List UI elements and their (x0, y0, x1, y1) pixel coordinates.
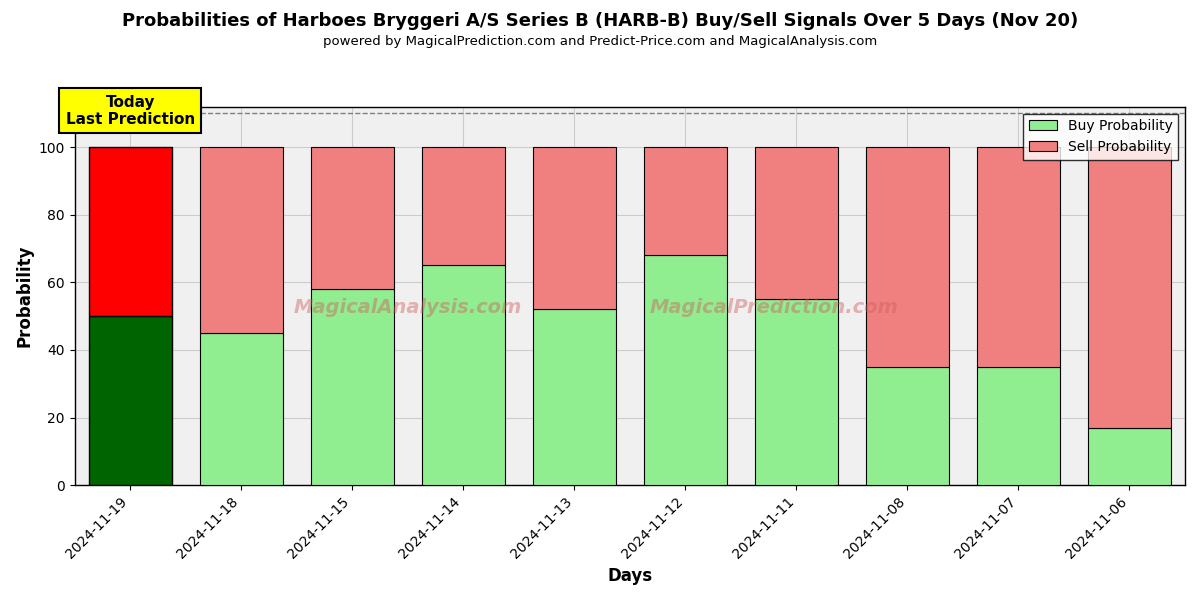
Bar (865, 147, 949, 367)
Legend: Buy Probability, Sell Probability: Buy Probability, Sell Probability (1024, 113, 1178, 160)
Bar (977, 147, 1060, 367)
Bar (755, 299, 838, 485)
X-axis label: Days: Days (607, 567, 653, 585)
Bar (643, 147, 727, 256)
Bar (421, 147, 505, 265)
Bar (1088, 428, 1171, 485)
Text: powered by MagicalPrediction.com and Predict-Price.com and MagicalAnalysis.com: powered by MagicalPrediction.com and Pre… (323, 35, 877, 48)
Bar (977, 367, 1060, 485)
Text: Today
Last Prediction: Today Last Prediction (66, 95, 194, 127)
Bar (533, 310, 616, 485)
Bar (1088, 147, 1171, 428)
Bar (311, 147, 394, 289)
Text: MagicalAnalysis.com: MagicalAnalysis.com (294, 298, 522, 317)
Bar (755, 147, 838, 299)
Bar (89, 147, 172, 316)
Y-axis label: Probability: Probability (16, 245, 34, 347)
Bar (311, 289, 394, 485)
Bar (643, 256, 727, 485)
Text: MagicalPrediction.com: MagicalPrediction.com (649, 298, 899, 317)
Bar (865, 367, 949, 485)
Bar (199, 147, 283, 333)
Bar (89, 316, 172, 485)
Bar (533, 147, 616, 310)
Text: Probabilities of Harboes Bryggeri A/S Series B (HARB-B) Buy/Sell Signals Over 5 : Probabilities of Harboes Bryggeri A/S Se… (122, 12, 1078, 30)
Bar (199, 333, 283, 485)
Bar (421, 265, 505, 485)
